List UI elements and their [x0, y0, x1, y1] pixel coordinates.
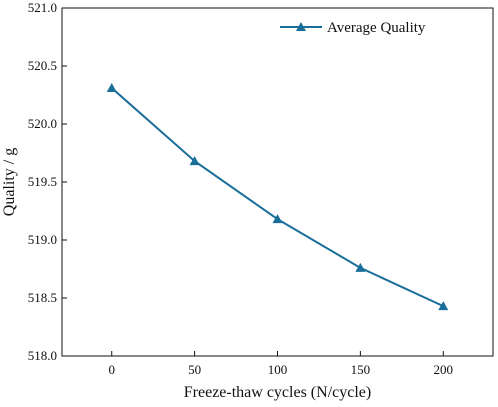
y-axis-label: Quality / g: [1, 148, 18, 216]
x-tick-label-3: 150: [351, 362, 371, 377]
y-tick-label-6: 521.0: [28, 0, 57, 15]
legend-marker: [296, 22, 306, 31]
y-tick-label-2: 519.0: [28, 232, 57, 247]
x-tick-label-1: 50: [188, 362, 201, 377]
legend-label: Average Quality: [327, 20, 426, 36]
data-point-1: [189, 156, 200, 166]
plot-area: 518.0 518.5 519.0 519.5 520.0 520.5 521.0 0 50 10…: [28, 0, 494, 377]
y-tick-label-0: 518.0: [28, 348, 57, 363]
y-tick-label-1: 518.5: [28, 290, 57, 305]
series-line: [111, 87, 444, 308]
y-tick-label-4: 520.0: [28, 116, 57, 131]
y-tick-label-5: 520.5: [28, 58, 57, 73]
x-axis-label: Freeze-thaw cycles (N/cycle): [184, 384, 371, 401]
data-point-0: [106, 83, 117, 93]
y-tick-label-3: 519.5: [28, 174, 57, 189]
x-tick-label-2: 100: [268, 362, 288, 377]
x-tick-label-0: 0: [108, 362, 115, 377]
data-point-4: [438, 301, 449, 311]
legend: Average Quality: [280, 20, 426, 36]
x-tick-label-4: 200: [434, 362, 454, 377]
data-point-2: [272, 214, 283, 224]
data-point-3: [355, 262, 366, 272]
series-marks: [106, 83, 449, 311]
plot-frame: [61, 7, 494, 357]
